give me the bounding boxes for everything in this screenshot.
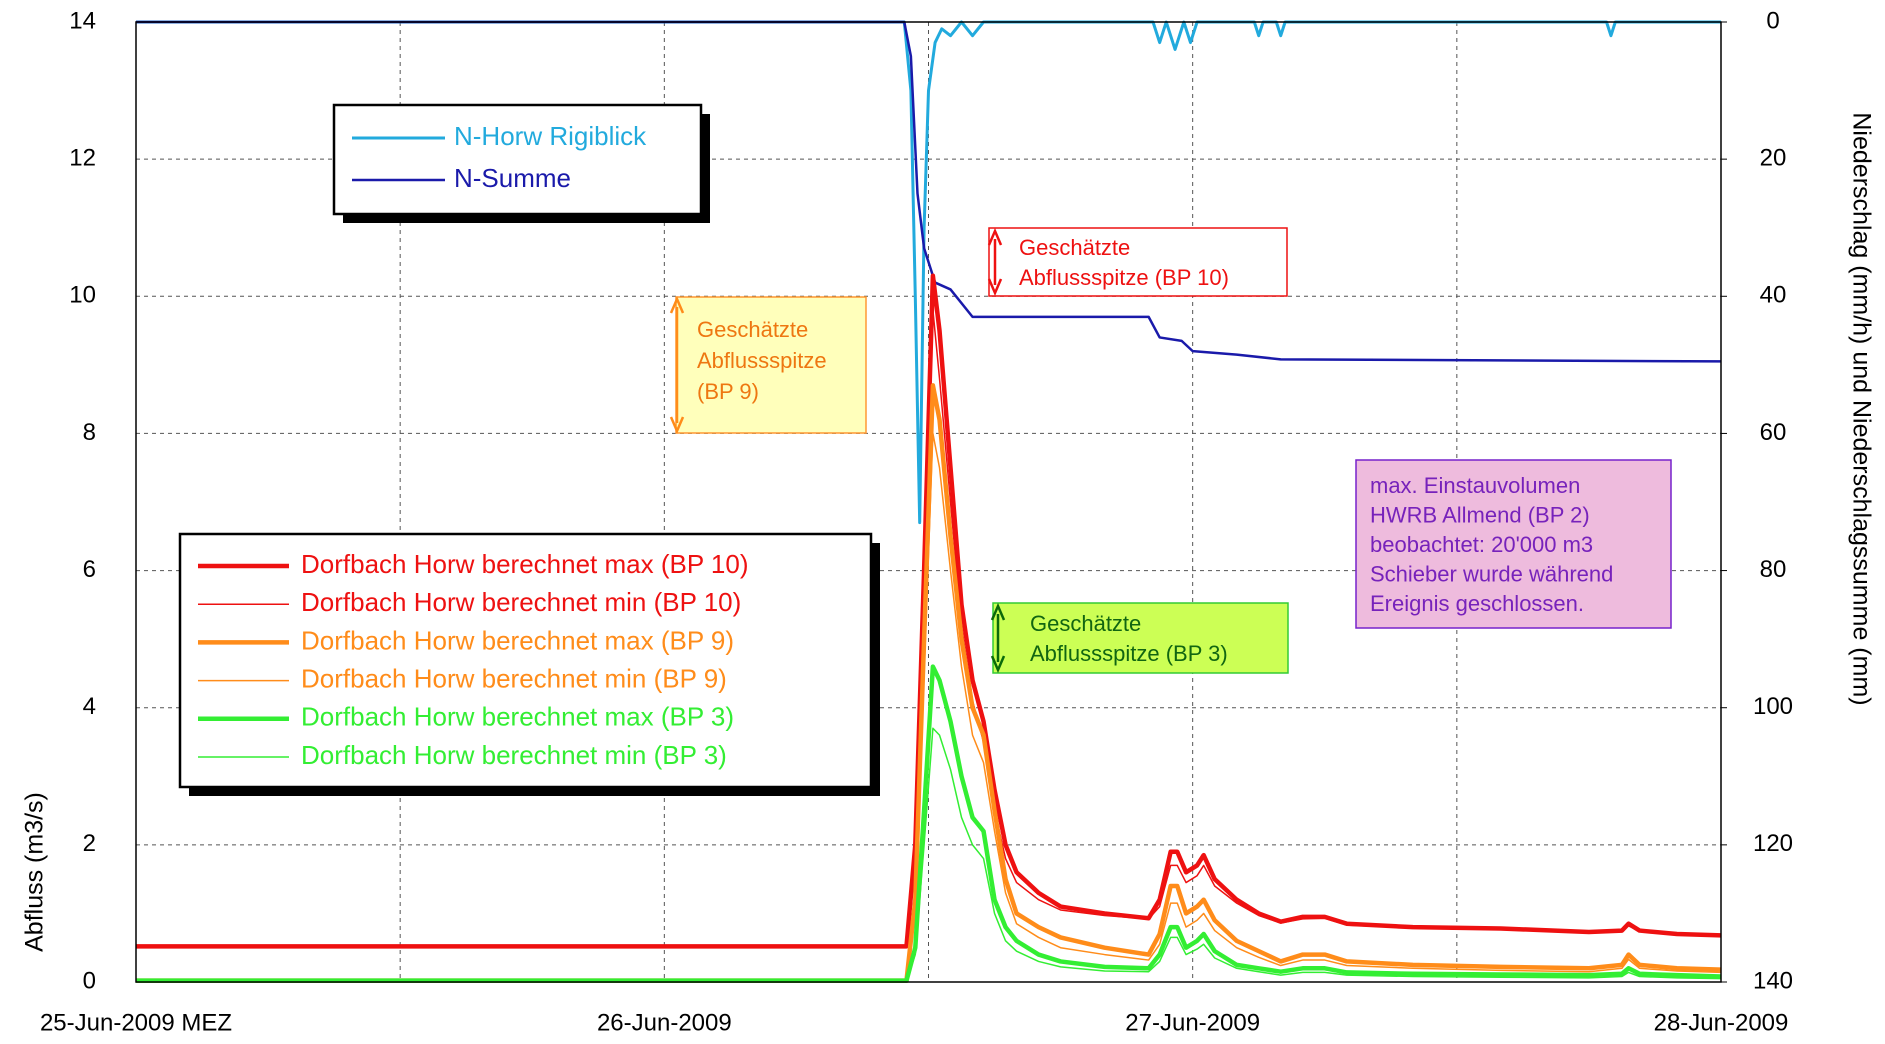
legend-label: N-Horw Rigiblick <box>454 121 647 151</box>
legend-label: Dorfbach Horw berechnet min (BP 3) <box>301 740 727 770</box>
annotation-box <box>675 296 867 434</box>
annotation-text: Geschätzte <box>1019 235 1130 260</box>
y2-tick-label: 80 <box>1760 556 1787 583</box>
annotation-text: max. Einstauvolumen <box>1370 473 1580 498</box>
series-line <box>136 20 1721 525</box>
series-line <box>136 664 1722 983</box>
y2-tick-label: 20 <box>1760 144 1787 171</box>
series-line <box>136 20 1722 363</box>
x-tick-label: 26-Jun-2009 <box>597 1009 732 1036</box>
arrow-head <box>987 227 1003 246</box>
legend-label: Dorfbach Horw berechnet max (BP 3) <box>301 702 734 732</box>
annotation-text: Geschätzte <box>1030 611 1141 636</box>
y2-tick-label: 100 <box>1753 693 1793 720</box>
arrow-head <box>987 278 1003 297</box>
series-line <box>136 432 1722 982</box>
arrow-head <box>990 602 1006 621</box>
annotation-text: Schieber wurde während <box>1370 561 1613 586</box>
annotation-box <box>988 227 1288 297</box>
y-tick-label: 2 <box>83 830 96 857</box>
annotation-text: Abflussspitze <box>697 348 827 373</box>
y-tick-label: 14 <box>69 7 96 34</box>
annotation-text: Geschätzte <box>697 317 808 342</box>
legend-label: Dorfbach Horw berechnet min (BP 10) <box>301 587 741 617</box>
series-line <box>136 383 1722 983</box>
y-tick-label: 10 <box>69 282 96 309</box>
y2-tick-label: 60 <box>1760 419 1787 446</box>
annotation-text: Ereignis geschlossen. <box>1370 591 1584 616</box>
annotation-text: beobachtet: 20'000 m3 <box>1370 532 1593 557</box>
annotation-text: Abflussspitze (BP 10) <box>1019 265 1229 290</box>
y2-tick-label: 40 <box>1760 282 1787 309</box>
y2-tick-label: 0 <box>1766 7 1779 34</box>
y2-axis-title: Niederschlag (mm/h) und Niederschlagssum… <box>1847 112 1875 705</box>
plot-frame <box>135 21 1722 983</box>
x-tick-label: 28-Jun-2009 <box>1654 1009 1789 1036</box>
y-tick-label: 12 <box>69 144 96 171</box>
y-tick-label: 4 <box>83 693 96 720</box>
series-line <box>136 727 1722 982</box>
legend <box>332 103 703 216</box>
annotation-text: Abflussspitze (BP 3) <box>1030 641 1228 666</box>
x-tick-label: 27-Jun-2009 <box>1125 1009 1260 1036</box>
annotation-text: (BP 9) <box>697 379 759 404</box>
legend-label: N-Summe <box>454 163 571 193</box>
annotation-box <box>1355 459 1672 629</box>
series-line <box>136 309 1722 948</box>
legend-label: Dorfbach Horw berechnet max (BP 9) <box>301 625 734 655</box>
y2-tick-label: 140 <box>1753 967 1793 994</box>
legend <box>178 532 873 789</box>
y-axis-title: Abfluss (m3/s) <box>21 792 49 952</box>
legend-label: Dorfbach Horw berechnet max (BP 10) <box>301 549 749 579</box>
x-tick-label: 25-Jun-2009 MEZ <box>40 1009 232 1036</box>
arrow-head <box>669 295 685 314</box>
annotation-text: HWRB Allmend (BP 2) <box>1370 502 1590 527</box>
annotation-box <box>992 602 1289 674</box>
y-tick-label: 6 <box>83 556 96 583</box>
y2-tick-label: 120 <box>1753 830 1793 857</box>
y-tick-label: 8 <box>83 419 96 446</box>
arrow-head <box>669 416 685 435</box>
legend-label: Dorfbach Horw berechnet min (BP 9) <box>301 663 727 693</box>
y-tick-label: 0 <box>83 967 96 994</box>
arrow-head <box>990 655 1006 674</box>
